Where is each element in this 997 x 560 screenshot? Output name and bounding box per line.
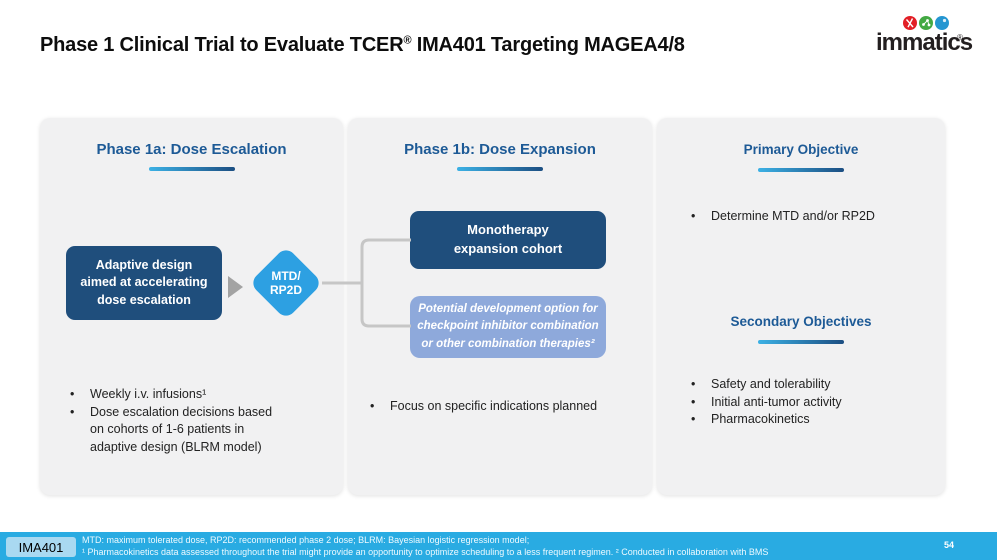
footer-bar [0, 532, 997, 560]
list-item: Safety and tolerability [689, 376, 929, 394]
list-item: Pharmacokinetics [689, 411, 929, 429]
registered-mark: ® [403, 34, 412, 47]
immatics-logo: immatics [876, 29, 973, 56]
phase1a-header-underline [148, 167, 235, 171]
primary-objective-underline [758, 168, 844, 172]
phase1a-bullet-list: Weekly i.v. infusions¹ Dose escalation d… [68, 386, 286, 456]
page-title: Phase 1 Clinical Trial to Evaluate TCER®… [40, 34, 685, 57]
program-badge: IMA401 [6, 537, 76, 557]
primary-objective-list: Determine MTD and/or RP2D [689, 208, 929, 226]
list-item: Dose escalation decisions based on cohor… [68, 404, 286, 457]
panel-objectives: Primary Objective Determine MTD and/or R… [657, 118, 945, 495]
list-item: Determine MTD and/or RP2D [689, 208, 929, 226]
monotherapy-expansion-box: Monotherapy expansion cohort [410, 211, 606, 269]
panel-phase1b: Phase 1b: Dose Expansion Monotherapy exp… [348, 118, 652, 495]
secondary-objectives-underline [758, 340, 844, 344]
logo-registered-mark: ® [957, 33, 963, 42]
list-item: Focus on specific indications planned [368, 398, 638, 416]
logo-dots-icon [903, 15, 951, 36]
logo-blue-dot-icon [935, 16, 949, 30]
secondary-objectives-list: Safety and tolerability Initial anti-tum… [689, 376, 929, 429]
page-title-text-2: IMA401 Targeting MAGEA4/8 [411, 34, 685, 56]
footnote-line1: MTD: maximum tolerated dose, RP2D: recom… [82, 535, 530, 545]
page-title-text: Phase 1 Clinical Trial to Evaluate TCER [40, 34, 404, 56]
primary-objective-header: Primary Objective [743, 142, 859, 157]
combination-option-box: Potential development option for checkpo… [410, 296, 606, 358]
adaptive-design-box: Adaptive design aimed at accelerating do… [66, 246, 222, 320]
mtd-rp2d-label: MTD/ RP2D [269, 268, 302, 297]
panel-row: Phase 1a: Dose Escalation Adaptive desig… [40, 118, 945, 495]
mtd-rp2d-diamond: MTD/ RP2D [249, 246, 323, 320]
secondary-objectives-header: Secondary Objectives [730, 314, 872, 329]
page-number: 54 [944, 540, 955, 550]
phase1b-header-underline [457, 167, 543, 171]
footnote-line2: ¹ Pharmacokinetics data assessed through… [82, 547, 769, 557]
panel-phase1a: Phase 1a: Dose Escalation Adaptive desig… [40, 118, 343, 495]
list-item: Weekly i.v. infusions¹ [68, 386, 286, 404]
phase1b-header: Phase 1b: Dose Expansion [404, 141, 596, 158]
phase1b-bullet-list: Focus on specific indications planned [368, 398, 638, 416]
flow-arrow-icon [228, 276, 243, 298]
footnotes: MTD: maximum tolerated dose, RP2D: recom… [82, 534, 872, 558]
logo-green-dot-icon [919, 16, 933, 30]
list-item: Initial anti-tumor activity [689, 394, 929, 412]
phase1a-header: Phase 1a: Dose Escalation [96, 141, 287, 158]
